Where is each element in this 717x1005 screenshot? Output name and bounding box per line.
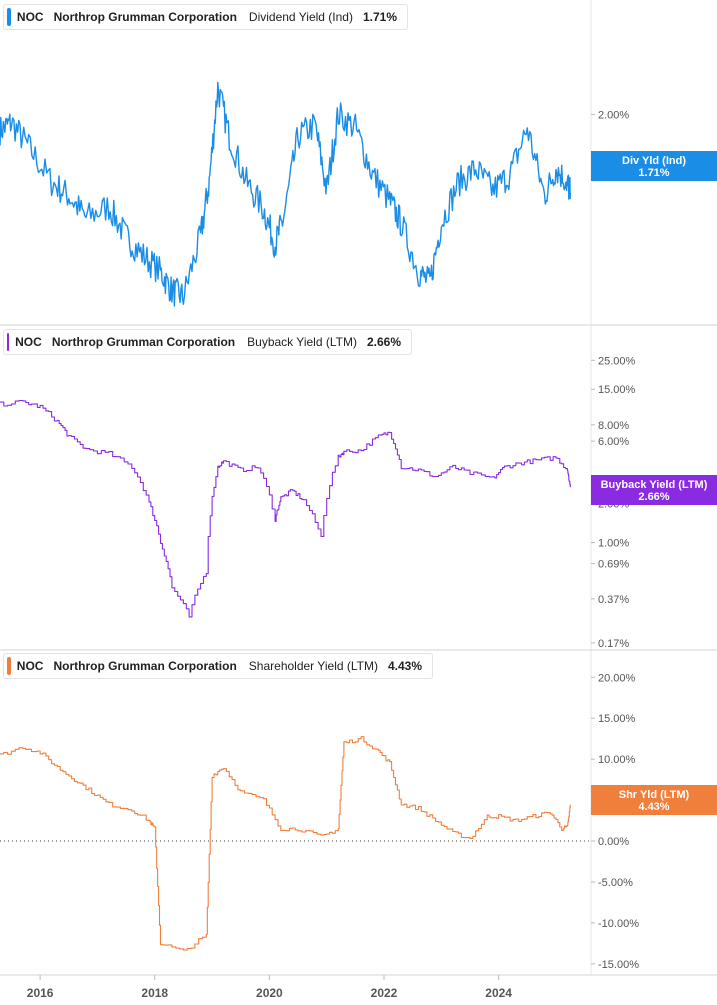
current-value-badge: Div Yld (Ind)1.71% <box>591 151 717 181</box>
y-tick-label: 25.00% <box>598 355 636 367</box>
y-tick-label: 6.00% <box>598 436 629 448</box>
current-value-badge: Buyback Yield (LTM)2.66% <box>591 475 717 505</box>
badge-value: 1.71% <box>638 167 669 179</box>
x-tick-label: 2022 <box>371 986 398 1000</box>
legend-ticker: NOC <box>15 335 42 349</box>
shareholder-yield-swatch <box>7 657 11 675</box>
legend-ticker: NOC <box>16 10 44 24</box>
y-tick-label: -10.00% <box>598 918 639 930</box>
y-tick-label: 0.69% <box>598 559 629 571</box>
buyback-yield-swatch <box>7 333 10 351</box>
x-tick-label: 2018 <box>141 986 168 1000</box>
badge-value: 2.66% <box>638 491 669 503</box>
legend-metric-name: Shareholder Yield (LTM) <box>248 659 378 673</box>
x-tick-label: 2016 <box>27 986 54 1000</box>
legend-current-value: 4.43% <box>387 659 422 673</box>
y-tick-label: 15.00% <box>598 384 636 396</box>
badge-label: Shr Yld (LTM) <box>619 789 690 801</box>
y-tick-label: 0.37% <box>598 594 629 606</box>
y-tick-label: 15.00% <box>598 713 636 725</box>
y-tick-label: 2.00% <box>598 109 629 121</box>
badge-background <box>591 151 717 181</box>
x-tick-label: 2020 <box>256 986 283 1000</box>
dividend-yield-panel: 2.00% Div Yld (Ind)1.71% <box>0 81 717 307</box>
buyback-yield-panel: 25.00%15.00%8.00%6.00%2.00%1.00%0.69%0.3… <box>0 355 717 650</box>
badge-value: 4.43% <box>638 801 669 813</box>
shareholder-yield-panel: 20.00%15.00%10.00%5.00%0.00%-5.00%-10.00… <box>0 672 717 971</box>
dividend-yield-swatch <box>7 8 11 26</box>
legend-company-name: Northrop Grumman Corporation <box>51 335 236 349</box>
series-line <box>0 736 571 951</box>
y-tick-label: 0.17% <box>598 638 629 650</box>
legend-ticker: NOC <box>16 659 44 673</box>
legend-current-value: 2.66% <box>366 335 401 349</box>
series-line <box>0 81 571 307</box>
y-tick-label: 10.00% <box>598 754 636 766</box>
y-tick-label: 0.00% <box>598 836 629 848</box>
y-tick-label: 8.00% <box>598 420 629 432</box>
badge-background <box>591 475 717 505</box>
legend-metric-name: Dividend Yield (Ind) <box>248 10 353 24</box>
buyback-yield-legend: NOC Northrop Grumman Corporation Buyback… <box>3 329 412 355</box>
y-tick-label: 1.00% <box>598 538 629 550</box>
y-tick-label: -5.00% <box>598 877 633 889</box>
legend-metric-name: Buyback Yield (LTM) <box>247 335 357 349</box>
dividend-yield-legend: NOC Northrop Grumman Corporation Dividen… <box>3 4 408 30</box>
current-value-badge: Shr Yld (LTM)4.43% <box>591 785 717 815</box>
series-line <box>0 399 571 618</box>
legend-company-name: Northrop Grumman Corporation <box>53 10 237 24</box>
badge-label: Div Yld (Ind) <box>622 155 686 167</box>
y-tick-label: -15.00% <box>598 959 639 971</box>
legend-current-value: 1.71% <box>362 10 397 24</box>
shareholder-yield-legend: NOC Northrop Grumman Corporation Shareho… <box>3 653 433 679</box>
x-tick-label: 2024 <box>485 986 512 1000</box>
badge-background <box>591 785 717 815</box>
y-tick-label: 20.00% <box>598 672 636 684</box>
legend-company-name: Northrop Grumman Corporation <box>53 659 237 673</box>
badge-label: Buyback Yield (LTM) <box>601 479 708 491</box>
x-axis: 2016 2018 2020 2022 2024 <box>27 975 512 1000</box>
